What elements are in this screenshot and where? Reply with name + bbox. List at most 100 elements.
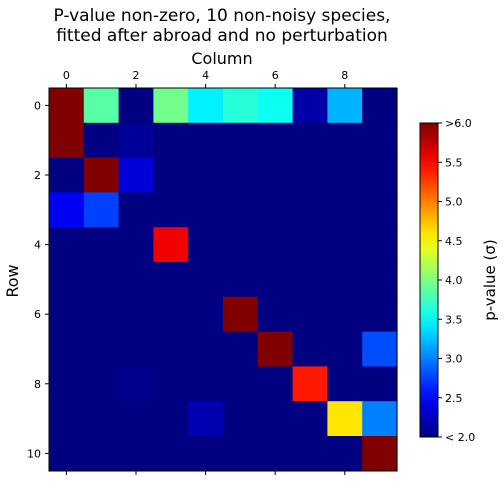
heatmap-cell <box>118 436 154 472</box>
heatmap-cell <box>257 401 294 437</box>
heatmap-cell <box>153 296 189 333</box>
heatmap-cell <box>49 157 85 193</box>
heatmap-cell <box>292 331 328 367</box>
heatmap-cell <box>223 296 259 333</box>
heatmap-cell <box>362 262 398 298</box>
heatmap-cell <box>292 401 328 437</box>
colorbar-tick-label: 3.0 <box>445 353 463 366</box>
y-tick-label: 8 <box>34 378 41 391</box>
heatmap-cell <box>153 436 189 472</box>
heatmap-cell <box>188 331 224 367</box>
heatmap-cell <box>362 88 398 124</box>
y-tick-label: 2 <box>34 169 41 182</box>
heatmap-cell <box>188 88 224 124</box>
heatmap-cell <box>292 157 328 193</box>
y-axis-label: Row <box>3 264 22 297</box>
heatmap-cell <box>327 401 363 437</box>
heatmap-cell <box>118 262 154 298</box>
heatmap-cell <box>118 366 154 402</box>
heatmap-cell <box>362 401 398 437</box>
y-tick-label: 0 <box>34 99 41 112</box>
heatmap-cell <box>292 366 328 402</box>
heatmap-cell <box>118 296 154 333</box>
heatmap-cell <box>153 192 189 228</box>
heatmap-cell <box>223 331 259 367</box>
heatmap-cell <box>223 227 259 263</box>
heatmap-cell <box>292 262 328 298</box>
colorbar-ticks: < 2.0 2.5 3.0 3.5 4.0 4.5 5.0 5.5 >6.0 <box>438 117 475 444</box>
heatmap-cell <box>49 122 85 159</box>
heatmap-cell <box>118 157 154 193</box>
colorbar-tick-label: 5.5 <box>445 156 463 169</box>
heatmap-cell <box>327 436 363 472</box>
heatmap-cell <box>49 192 85 228</box>
heatmap-cell <box>292 88 328 124</box>
heatmap-cell <box>83 401 120 437</box>
heatmap-cell <box>223 436 259 472</box>
heatmap-cell <box>49 227 85 263</box>
heatmap-cell <box>362 157 398 193</box>
heatmap-cell <box>188 296 224 333</box>
heatmap-cell <box>153 157 189 193</box>
heatmap-cell <box>188 122 224 159</box>
heatmap-cell <box>153 122 189 159</box>
heatmap-cell <box>153 331 189 367</box>
heatmap-cell <box>188 262 224 298</box>
heatmap-cell <box>83 366 120 402</box>
colorbar-tick-label: 2.5 <box>445 392 463 405</box>
heatmap-cells <box>49 88 398 472</box>
heatmap-cell <box>362 227 398 263</box>
chart-title-line2: fitted after abroad and no perturbation <box>56 26 388 46</box>
heatmap-cell <box>223 157 259 193</box>
colorbar-tick-label: 3.5 <box>445 313 463 326</box>
heatmap-cell <box>223 88 259 124</box>
x-tick-label: 6 <box>272 69 279 82</box>
heatmap-cell <box>83 122 120 159</box>
colorbar-tick-label: < 2.0 <box>445 431 475 444</box>
heatmap-cell <box>362 296 398 333</box>
colorbar-tick-label: 4.5 <box>445 235 463 248</box>
heatmap-cell <box>49 262 85 298</box>
heatmap-cell <box>362 192 398 228</box>
heatmap-cell <box>153 262 189 298</box>
heatmap-cell <box>292 296 328 333</box>
y-axis-ticks: 0 2 4 6 8 10 <box>27 99 49 460</box>
heatmap-cell <box>118 192 154 228</box>
heatmap-cell <box>257 157 294 193</box>
heatmap-cell <box>257 262 294 298</box>
heatmap-cell <box>188 192 224 228</box>
heatmap-cell <box>257 296 294 333</box>
heatmap-cell <box>118 88 154 124</box>
heatmap-cell <box>362 436 398 472</box>
heatmap-cell <box>257 436 294 472</box>
heatmap-cell <box>257 192 294 228</box>
heatmap-cell <box>257 122 294 159</box>
heatmap-cell <box>292 436 328 472</box>
heatmap-cell <box>49 88 85 124</box>
heatmap-cell <box>83 262 120 298</box>
plot-frame <box>48 87 398 472</box>
heatmap-cell <box>83 88 120 124</box>
heatmap-cell <box>327 122 363 159</box>
heatmap-cell <box>292 192 328 228</box>
heatmap-cell <box>223 366 259 402</box>
heatmap-cell <box>83 436 120 472</box>
y-tick-label: 4 <box>34 239 41 252</box>
heatmap-cell <box>153 401 189 437</box>
chart-title-line1: P-value non-zero, 10 non-noisy species, <box>54 6 391 26</box>
heatmap-cell <box>83 331 120 367</box>
heatmap-cell <box>223 262 259 298</box>
heatmap-cell <box>49 331 85 367</box>
heatmap-cell <box>83 157 120 193</box>
heatmap-cell <box>153 88 189 124</box>
heatmap-cell <box>223 401 259 437</box>
colorbar-tick-label: 4.0 <box>445 274 463 287</box>
heatmap-cell <box>362 331 398 367</box>
colorbar-tick-label: >6.0 <box>445 117 472 130</box>
colorbar <box>419 122 439 438</box>
heatmap-cell <box>118 331 154 367</box>
heatmap-cell <box>118 122 154 159</box>
colorbar-label: p-value (σ) <box>481 239 499 320</box>
heatmap-cell <box>118 401 154 437</box>
